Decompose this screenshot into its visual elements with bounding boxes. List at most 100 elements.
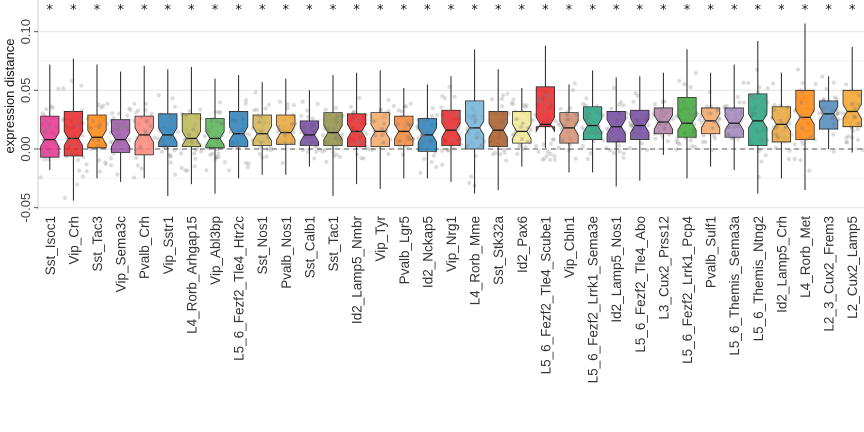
- jitter-point: [135, 163, 140, 168]
- y-tick-label: 0.05: [18, 78, 33, 103]
- jitter-point: [511, 97, 516, 102]
- jitter-point: [125, 113, 130, 118]
- jitter-point: [752, 96, 757, 101]
- x-category-label: Sst_Tac1: [326, 216, 341, 272]
- jitter-point: [187, 108, 192, 114]
- jitter-point: [210, 151, 215, 156]
- jitter-point: [592, 130, 597, 135]
- jitter-point: [538, 98, 543, 103]
- jitter-point: [799, 100, 804, 105]
- jitter-point: [285, 102, 290, 107]
- jitter-point: [762, 124, 766, 129]
- box-l5-6-fezf2-lrrk1-pcp4: [677, 49, 697, 179]
- jitter-point: [546, 94, 551, 99]
- jitter-point: [853, 107, 858, 111]
- jitter-point: [380, 126, 385, 131]
- box-l5-6-fezf2-tle4-abo: [630, 76, 650, 181]
- jitter-point: [70, 143, 75, 148]
- x-category-label: L2_3_Cux2_Frem3: [822, 216, 837, 332]
- x-category-label: Vip_Sstr1: [161, 216, 176, 274]
- jitter-point: [759, 138, 764, 143]
- x-category-label: Id2_Lamp5_Nos1: [609, 216, 624, 323]
- box-body: [441, 109, 461, 146]
- jitter-point: [53, 139, 58, 144]
- significance-star: *: [259, 3, 266, 18]
- box-vip-abl3bp: [205, 78, 225, 194]
- jitter-point: [539, 100, 543, 104]
- jitter-point: [604, 145, 609, 151]
- jitter-point: [391, 103, 397, 109]
- jitter-point: [264, 154, 269, 159]
- jitter-point: [514, 117, 519, 122]
- jitter-point: [819, 107, 824, 111]
- jitter-point: [434, 113, 440, 118]
- jitter-point: [381, 140, 386, 145]
- jitter-point: [333, 105, 339, 110]
- significance-star: *: [778, 3, 785, 18]
- jitter-point: [489, 97, 495, 102]
- jitter-point: [712, 119, 717, 124]
- jitter-point: [44, 127, 48, 131]
- jitter-point: [617, 118, 621, 122]
- jitter-point: [735, 136, 741, 142]
- box-vip-tyr: [370, 70, 390, 189]
- jitter-point: [208, 152, 213, 157]
- jitter-point: [373, 133, 378, 138]
- jitter-point: [653, 136, 658, 141]
- jitter-point: [91, 137, 95, 142]
- jitter-point: [305, 149, 310, 154]
- jitter-point: [520, 121, 525, 126]
- jitter-point: [152, 135, 157, 140]
- jitter-point: [289, 141, 294, 146]
- jitter-point: [334, 152, 339, 157]
- jitter-point: [311, 142, 316, 147]
- jitter-point: [116, 127, 120, 132]
- jitter-point: [396, 108, 401, 113]
- jitter-point: [310, 126, 315, 131]
- box-body: [158, 113, 178, 148]
- jitter-point: [360, 132, 364, 137]
- jitter-point: [397, 139, 402, 144]
- jitter-point: [456, 111, 460, 116]
- jitter-point: [856, 121, 861, 126]
- jitter-point: [821, 97, 826, 102]
- x-category-label: Pvalb_Lgr5: [397, 216, 412, 284]
- box-pvalb-nos1: [276, 78, 296, 175]
- jitter-point: [195, 140, 200, 145]
- jitter-point: [607, 133, 612, 138]
- jitter-point: [334, 133, 339, 138]
- jitter-point: [38, 175, 43, 180]
- jitter-point: [246, 132, 252, 137]
- jitter-point: [125, 125, 130, 130]
- jitter-point: [127, 137, 132, 143]
- jitter-point: [800, 141, 805, 146]
- jitter-point: [618, 99, 623, 105]
- jitter-point: [80, 174, 85, 179]
- box-body: [299, 120, 320, 146]
- jitter-point: [370, 147, 375, 152]
- jitter-point: [759, 159, 764, 164]
- jitter-point: [310, 116, 315, 121]
- jitter-point: [728, 107, 733, 112]
- jitter-point: [799, 126, 804, 131]
- jitter-point: [724, 103, 729, 108]
- jitter-point: [135, 135, 140, 140]
- jitter-point: [335, 114, 340, 118]
- jitter-point: [633, 91, 638, 96]
- jitter-point: [49, 104, 54, 109]
- jitter-point: [143, 101, 148, 106]
- jitter-point: [675, 140, 680, 145]
- box-sst-stk32a: [488, 69, 508, 191]
- jitter-point: [787, 148, 792, 153]
- jitter-point: [670, 116, 675, 122]
- jitter-point: [219, 133, 224, 138]
- box-vip-cbln1: [559, 84, 579, 173]
- jitter-point: [687, 112, 692, 116]
- jitter-point: [465, 143, 470, 148]
- significance-star: *: [684, 3, 691, 18]
- jitter-point: [853, 115, 858, 120]
- jitter-point: [628, 123, 633, 128]
- x-category-label: L5_6_Themis_Sema3a: [727, 216, 742, 356]
- jitter-point: [158, 129, 163, 134]
- box-body: [653, 107, 674, 135]
